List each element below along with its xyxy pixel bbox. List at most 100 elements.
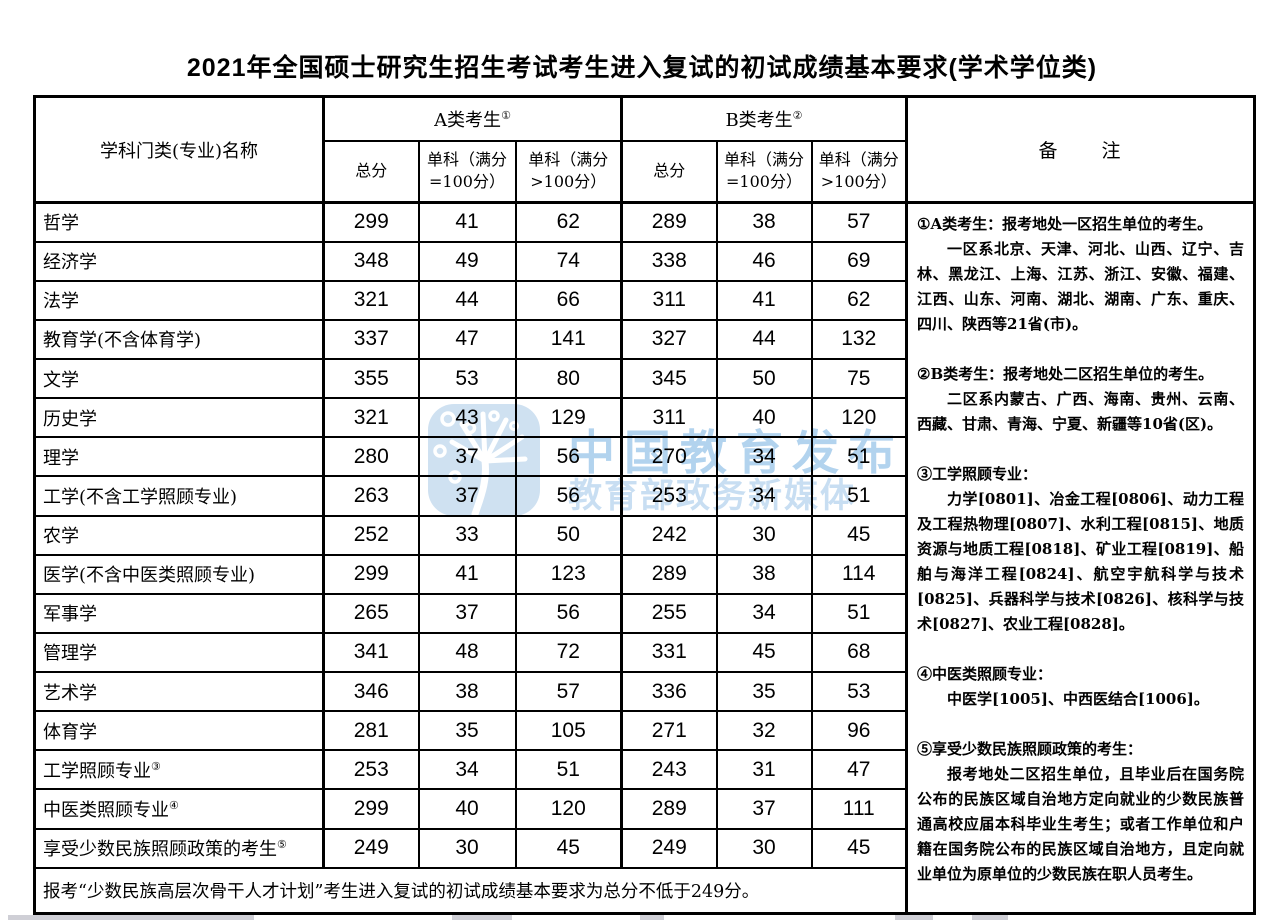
table-row: 体育学 281 35 105 271 32 96 [33, 710, 1255, 752]
score-cell-a-0: 346 [322, 670, 420, 713]
score-requirements-table: 学科门类(专业)名称 A类考生① B类考生② 备 注 总分 单科（满分 =100… [33, 95, 1256, 915]
note-body: 二区系内蒙古、广西、海南、贵州、云南、西藏、甘肃、青海、宁夏、新疆等10省(区)… [917, 390, 1244, 433]
score-cell-b-2: 68 [810, 631, 908, 674]
score-cell-b-2: 47 [810, 749, 908, 791]
footnote-ref: ⑤ [277, 838, 287, 852]
score-cell-b-2: 69 [810, 240, 908, 282]
score-cell-b-0: 242 [620, 514, 718, 556]
score-cell-b-2: 132 [810, 318, 908, 361]
subject-cell: 哲学 [33, 201, 325, 243]
score-cell-a-1: 44 [417, 279, 517, 321]
subject-cell: 工学照顾专业③ [33, 749, 325, 791]
table-row: 中医类照顾专业④ 299 40 120 289 37 111 [33, 788, 1255, 830]
score-cell-b-2: 75 [810, 357, 908, 400]
table-row: 工学(不含工学照顾专业) 263 37 56 253 34 51 [33, 475, 1255, 517]
col-header-b-single-over100: 单科（满分 >100分） [810, 139, 908, 204]
note-body: 中医学[1005]、中西医结合[1006]。 [947, 690, 1209, 708]
score-cell-b-0: 270 [620, 436, 718, 478]
score-cell-a-1: 43 [417, 397, 517, 439]
score-cell-b-0: 289 [620, 201, 718, 243]
subject-label: 军事学 [43, 604, 97, 626]
subject-label: 法学 [43, 291, 79, 313]
score-cell-a-1: 41 [417, 553, 517, 595]
score-cell-a-1: 37 [417, 592, 517, 634]
score-cell-a-2: 141 [514, 318, 623, 361]
score-cell-b-2: 57 [810, 201, 908, 243]
score-cell-b-0: 311 [620, 279, 718, 321]
score-cell-a-1: 49 [417, 240, 517, 282]
score-cell-b-0: 255 [620, 592, 718, 634]
col-header-group-b: B类考生② [620, 95, 908, 142]
footnote-ref: ③ [151, 759, 161, 773]
note-head: ①A类考生：报考地处一区招生单位的考生。 [917, 215, 1213, 233]
score-cell-a-2: 120 [514, 788, 623, 830]
subject-label: 文学 [43, 369, 79, 391]
subject-label: 工学(不含工学照顾专业) [43, 486, 238, 508]
note-body: 一区系北京、天津、河北、山西、辽宁、吉林、黑龙江、上海、江苏、浙江、安徽、福建、… [917, 240, 1244, 333]
score-cell-a-0: 355 [322, 357, 420, 400]
score-cell-a-1: 33 [417, 514, 517, 556]
note-block: ⑤享受少数民族照顾政策的考生： 报考地处二区招生单位，且毕业后在国务院公布的民族区… [917, 737, 1244, 887]
table-row: 理学 280 37 56 270 34 51 [33, 436, 1255, 478]
subject-cell: 医学(不含中医类照顾专业) [33, 553, 325, 595]
col-header-a-single-over100: 单科（满分 >100分） [514, 139, 623, 204]
score-cell-b-1: 44 [715, 318, 813, 361]
subject-cell: 体育学 [33, 710, 325, 752]
score-cell-a-0: 253 [322, 749, 420, 791]
col-header-group-a: A类考生① [322, 95, 623, 142]
subject-cell: 历史学 [33, 397, 325, 439]
score-cell-a-1: 38 [417, 670, 517, 713]
score-cell-a-1: 37 [417, 436, 517, 478]
score-cell-b-1: 41 [715, 279, 813, 321]
table-row: 文学 355 53 80 345 50 75 [33, 357, 1255, 400]
score-cell-a-0: 252 [322, 514, 420, 556]
score-cell-a-0: 280 [322, 436, 420, 478]
note-head: ⑤享受少数民族照顾政策的考生： [917, 740, 1143, 758]
score-cell-b-1: 38 [715, 201, 813, 243]
score-cell-b-2: 62 [810, 279, 908, 321]
score-cell-a-2: 62 [514, 201, 623, 243]
table-row: 工学照顾专业③ 253 34 51 243 31 47 [33, 749, 1255, 791]
score-cell-a-0: 265 [322, 592, 420, 634]
subject-label: 哲学 [43, 213, 79, 235]
subject-cell: 教育学(不含体育学) [33, 318, 325, 361]
subject-label: 历史学 [43, 408, 97, 430]
score-cell-a-0: 263 [322, 475, 420, 517]
score-cell-b-1: 34 [715, 436, 813, 478]
score-cell-a-2: 66 [514, 279, 623, 321]
score-cell-b-2: 111 [810, 788, 908, 830]
col-header-remark: 备 注 [905, 95, 1256, 204]
subject-cell: 管理学 [33, 631, 325, 674]
subject-cell: 农学 [33, 514, 325, 556]
note-block: ④中医类照顾专业： 中医学[1005]、中西医结合[1006]。 [917, 662, 1244, 712]
score-cell-a-0: 341 [322, 631, 420, 674]
bottom-edge-strip [0, 915, 1284, 921]
score-cell-b-0: 327 [620, 318, 718, 361]
score-cell-a-2: 123 [514, 553, 623, 595]
remarks-panel: ①A类考生：报考地处一区招生单位的考生。一区系北京、天津、河北、山西、辽宁、吉林… [905, 201, 1256, 915]
col-header-a-single100: 单科（满分 =100分） [417, 139, 517, 204]
subject-label: 经济学 [43, 252, 97, 274]
note-block: ①A类考生：报考地处一区招生单位的考生。一区系北京、天津、河北、山西、辽宁、吉林… [917, 212, 1244, 337]
score-cell-a-0: 337 [322, 318, 420, 361]
col-header-subject: 学科门类(专业)名称 [33, 95, 325, 204]
score-cell-a-2: 80 [514, 357, 623, 400]
footnote-ref-1: ① [501, 108, 511, 122]
score-cell-b-2: 51 [810, 436, 908, 478]
score-cell-a-2: 51 [514, 749, 623, 791]
score-cell-a-1: 34 [417, 749, 517, 791]
score-cell-b-1: 38 [715, 553, 813, 595]
note-block: ③工学照顾专业： 力学[0801]、冶金工程[0806]、动力工程及工程热物理[0… [917, 462, 1244, 637]
score-cell-b-1: 32 [715, 710, 813, 752]
score-cell-a-1: 35 [417, 710, 517, 752]
subject-label: 管理学 [43, 643, 97, 665]
score-cell-a-2: 45 [514, 827, 623, 869]
score-cell-a-2: 56 [514, 436, 623, 478]
note-head: ③工学照顾专业： [917, 465, 1038, 483]
score-cell-b-0: 336 [620, 670, 718, 713]
score-cell-a-0: 299 [322, 788, 420, 830]
score-cell-a-2: 129 [514, 397, 623, 439]
subject-label: 中医类照顾专业 [43, 799, 169, 821]
subject-label: 理学 [43, 447, 79, 469]
score-cell-b-1: 30 [715, 827, 813, 869]
